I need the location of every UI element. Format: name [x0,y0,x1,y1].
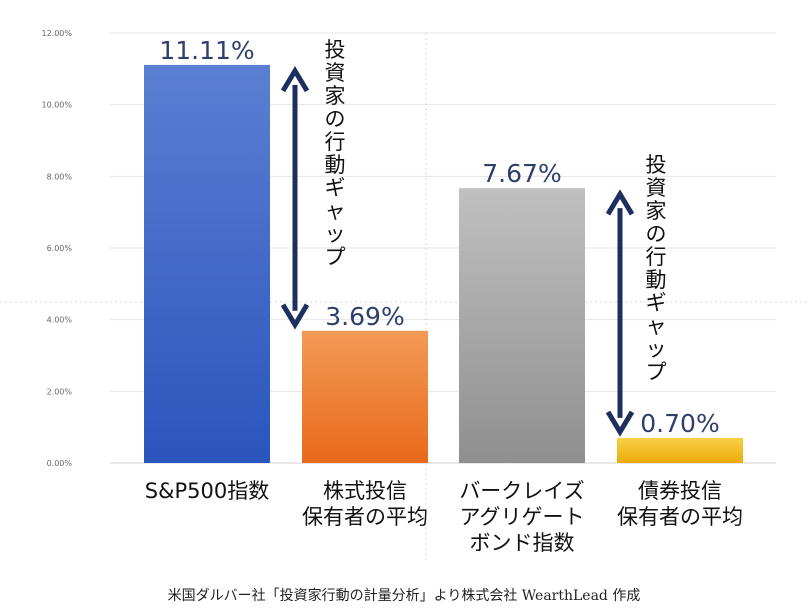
y-tick-label: 10.00% [41,101,72,110]
value-label: 11.11% [159,36,254,65]
category-label: 株式投信保有者の平均 [302,479,428,529]
gap-arrowhead-down [280,303,310,330]
bar [617,437,743,463]
value-label: 3.69% [325,302,404,331]
bar [302,330,428,463]
source-caption: 米国ダルバー社「投資家行動の計量分析」より株式会社 WearthLead 作成 [168,587,641,604]
bars [144,64,743,464]
gap-label: 投資家の行動ギャップ [325,38,346,269]
category-labels: S&P500指数 株式投信保有者の平均バークレイズアグリゲートボンド指数債券投信保… [145,479,743,555]
bar [459,188,585,464]
y-axis-ticks: 0.00% 2.00% 4.00% 6.00% 8.00% 10.00% 12.00% [41,29,72,468]
y-tick-label: 4.00% [47,316,73,325]
gap-label: 投資家の行動ギャップ [646,153,667,384]
category-label: 債券投信保有者の平均 [617,479,743,529]
y-tick-label: 12.00% [41,29,72,38]
value-label: 0.70% [640,409,719,438]
category-label: バークレイズアグリゲートボンド指数 [459,479,584,555]
y-tick-label: 2.00% [47,387,73,396]
gap-arrowhead-up [280,66,310,93]
value-label: 7.67% [482,159,561,188]
value-labels: 11.11% 3.69% 7.67% 0.70% [159,36,719,438]
bar [144,64,270,464]
y-tick-label: 8.00% [47,172,73,181]
gap-arrowhead-down [605,410,635,437]
category-label: S&P500指数 [145,479,269,503]
gap-annotations: 投資家の行動ギャップ 投資家の行動ギャップ [280,38,667,437]
y-tick-label: 6.00% [47,244,73,253]
y-tick-label: 0.00% [47,459,73,468]
gap-arrowhead-up [605,189,635,216]
